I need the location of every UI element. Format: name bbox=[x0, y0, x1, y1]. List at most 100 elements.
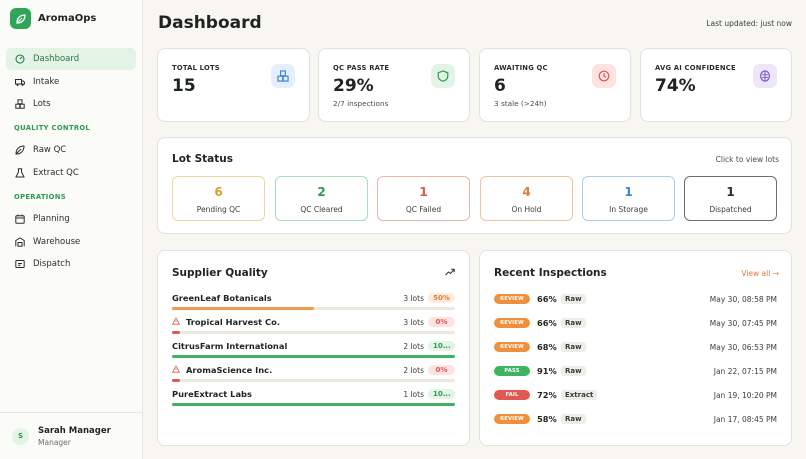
supplier-row[interactable]: GreenLeaf Botanicals 3 lots 50% bbox=[172, 292, 455, 310]
supplier-pass-rate: 10... bbox=[428, 389, 455, 399]
flask-icon bbox=[15, 168, 25, 178]
confidence-value: 91% bbox=[537, 366, 557, 376]
package-icon bbox=[15, 259, 25, 269]
inspection-type: Extract bbox=[561, 390, 598, 400]
inspection-date: Jan 22, 07:15 PM bbox=[713, 366, 777, 376]
status-dispatched[interactable]: 1 Dispatched bbox=[684, 176, 777, 221]
status-on-hold[interactable]: 4 On Hold bbox=[480, 176, 573, 221]
sidebar-item-label: Dashboard bbox=[33, 54, 80, 64]
sidebar-item-intake[interactable]: Intake bbox=[6, 71, 136, 93]
confidence-value: 58% bbox=[537, 414, 557, 424]
supplier-progress-track bbox=[172, 307, 455, 310]
view-all-link[interactable]: View all → bbox=[741, 269, 779, 278]
supplier-name: GreenLeaf Botanicals bbox=[172, 293, 272, 303]
supplier-lots: 2 lots bbox=[403, 341, 424, 351]
inspection-row[interactable]: REVIEW 66% Raw May 30, 07:45 PM bbox=[494, 316, 777, 330]
shield-icon bbox=[431, 64, 455, 88]
status-label: In Storage bbox=[609, 205, 648, 214]
supplier-row[interactable]: PureExtract Labs 1 lots 10... bbox=[172, 388, 455, 406]
stat-card-awaiting-qc: AWAITING QC 6 3 stale (>24h) bbox=[479, 48, 631, 122]
status-badge: PASS bbox=[494, 366, 530, 376]
status-badge: REVIEW bbox=[494, 294, 530, 304]
supplier-lots: 1 lots bbox=[403, 389, 424, 399]
page-title: Dashboard bbox=[158, 13, 262, 33]
inspection-row[interactable]: PASS 91% Raw Jan 22, 07:15 PM bbox=[494, 364, 777, 378]
supplier-row[interactable]: CitrusFarm International 2 lots 10... bbox=[172, 340, 455, 358]
supplier-row[interactable]: AromaScience Inc. 2 lots 0% bbox=[171, 364, 455, 382]
supplier-quality-panel: Supplier Quality GreenLeaf Botanicals 3 l… bbox=[157, 250, 470, 446]
stat-card-avg-ai-confidence: AVG AI CONFIDENCE 74% bbox=[640, 48, 792, 122]
sidebar-item-label: Extract QC bbox=[33, 168, 79, 179]
sidebar-item-label: Dispatch bbox=[33, 259, 71, 270]
stat-label: TOTAL LOTS bbox=[172, 64, 220, 72]
sidebar-item-extract-qc[interactable]: Extract QC bbox=[6, 162, 136, 184]
confidence-value: 66% bbox=[537, 294, 557, 304]
inspection-row[interactable]: REVIEW 58% Raw Jan 17, 08:45 PM bbox=[494, 412, 777, 426]
warning-icon bbox=[171, 316, 181, 327]
stat-label: AWAITING QC bbox=[494, 64, 548, 72]
sidebar-item-label: Intake bbox=[33, 76, 60, 87]
status-label: On Hold bbox=[511, 205, 542, 214]
confidence-value: 68% bbox=[537, 342, 557, 352]
sidebar-item-dispatch[interactable]: Dispatch bbox=[6, 253, 136, 275]
status-pending-qc[interactable]: 6 Pending QC bbox=[172, 176, 265, 221]
status-count: 6 bbox=[214, 185, 223, 199]
dashboard-icon bbox=[15, 54, 25, 64]
status-qc-cleared[interactable]: 2 QC Cleared bbox=[275, 176, 368, 221]
supplier-name: CitrusFarm International bbox=[172, 341, 288, 351]
user-role: Manager bbox=[38, 437, 71, 447]
user-profile[interactable]: S Sarah Manager Manager bbox=[0, 412, 143, 459]
app-name: AromaOps bbox=[38, 13, 97, 24]
supplier-lots: 2 lots bbox=[403, 365, 424, 375]
sidebar-item-warehouse[interactable]: Warehouse bbox=[6, 231, 136, 253]
brain-icon bbox=[753, 64, 777, 88]
sidebar-item-planning[interactable]: Planning bbox=[6, 208, 136, 230]
stat-value: 74% bbox=[655, 76, 696, 96]
supplier-progress-fill bbox=[172, 307, 314, 310]
sidebar-item-raw-qc[interactable]: Raw QC bbox=[6, 139, 136, 161]
stat-card-total-lots: TOTAL LOTS 15 bbox=[157, 48, 310, 122]
main-content: Dashboard Last updated: just now TOTAL L… bbox=[143, 0, 806, 459]
status-qc-failed[interactable]: 1 QC Failed bbox=[377, 176, 470, 221]
supplier-pass-rate: 0% bbox=[428, 365, 455, 375]
supplier-progress-fill bbox=[172, 403, 455, 406]
stat-value: 29% bbox=[333, 76, 374, 96]
status-badge: FAIL bbox=[494, 390, 530, 400]
sidebar-item-lots[interactable]: Lots bbox=[6, 93, 136, 115]
supplier-name: PureExtract Labs bbox=[172, 389, 252, 399]
supplier-progress-fill bbox=[172, 355, 455, 358]
trending-up-icon[interactable] bbox=[445, 268, 455, 279]
inspection-date: May 30, 06:53 PM bbox=[709, 342, 777, 352]
inspection-type: Raw bbox=[561, 414, 586, 424]
lot-status-title: Lot Status bbox=[172, 153, 233, 165]
status-count: 1 bbox=[419, 185, 428, 199]
status-count: 4 bbox=[522, 185, 531, 199]
inspection-row[interactable]: REVIEW 68% Raw May 30, 06:53 PM bbox=[494, 340, 777, 354]
supplier-row[interactable]: Tropical Harvest Co. 3 lots 0% bbox=[171, 316, 455, 334]
user-name: Sarah Manager bbox=[38, 425, 111, 436]
stat-label: AVG AI CONFIDENCE bbox=[655, 64, 736, 72]
sidebar-item-label: Lots bbox=[33, 99, 51, 110]
inspection-type: Raw bbox=[561, 318, 586, 328]
inspection-date: Jan 17, 08:45 PM bbox=[713, 414, 777, 424]
inspection-row[interactable]: FAIL 72% Extract Jan 19, 10:20 PM bbox=[494, 388, 777, 402]
confidence-value: 72% bbox=[537, 390, 557, 400]
inspection-row[interactable]: REVIEW 66% Raw May 30, 08:58 PM bbox=[494, 292, 777, 306]
brand[interactable]: AromaOps bbox=[10, 8, 96, 29]
leaf-logo-icon bbox=[10, 8, 31, 29]
status-badge: REVIEW bbox=[494, 342, 530, 352]
supplier-pass-rate: 10... bbox=[428, 341, 455, 351]
stat-sub: 3 stale (>24h) bbox=[494, 99, 547, 108]
status-label: Pending QC bbox=[196, 205, 241, 214]
supplier-name: AromaScience Inc. bbox=[171, 364, 403, 375]
clock-icon bbox=[592, 64, 616, 88]
section-quality-control: QUALITY CONTROL bbox=[14, 124, 91, 133]
sidebar-item-dashboard[interactable]: Dashboard bbox=[6, 48, 136, 70]
supplier-progress-track bbox=[172, 355, 455, 358]
supplier-progress-fill bbox=[172, 379, 181, 382]
boxes-icon bbox=[271, 64, 295, 88]
status-in-storage[interactable]: 1 In Storage bbox=[582, 176, 675, 221]
stat-card-qc-pass-rate: QC PASS RATE 29% 2/7 inspections bbox=[318, 48, 470, 122]
status-count: 2 bbox=[317, 185, 326, 199]
warning-icon bbox=[171, 364, 181, 375]
